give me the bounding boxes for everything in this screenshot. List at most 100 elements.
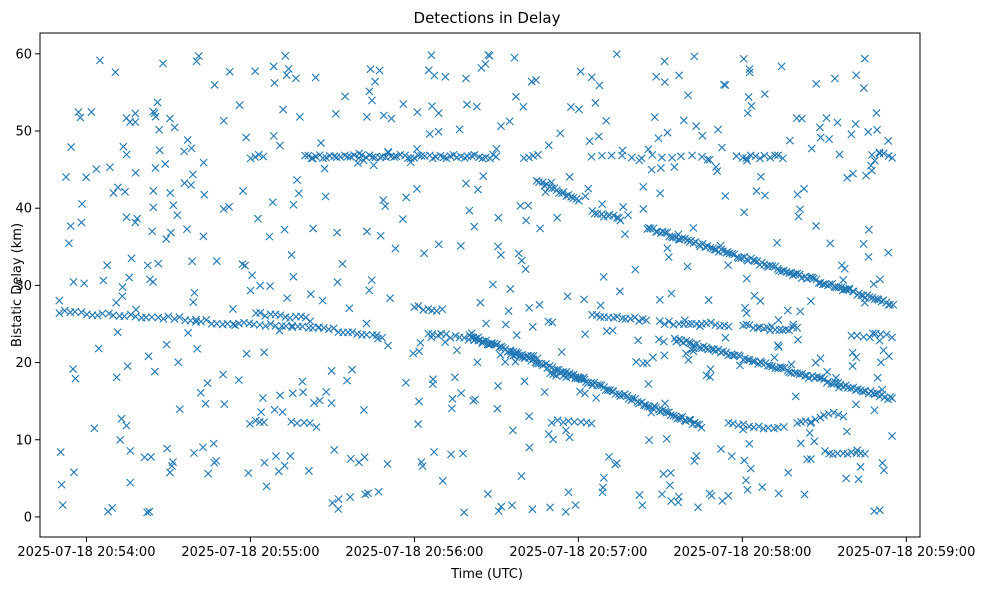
data-point-937 xyxy=(74,108,83,117)
data-point-1202 xyxy=(269,62,278,71)
data-point-1120 xyxy=(374,487,383,496)
data-point-714 xyxy=(132,305,140,314)
data-point-1164 xyxy=(310,398,319,407)
data-point-1222 xyxy=(656,189,665,198)
data-point-897 xyxy=(371,77,380,86)
data-point-830 xyxy=(660,351,669,360)
data-point-692 xyxy=(365,286,374,295)
data-point-728 xyxy=(576,387,585,396)
data-point-1144 xyxy=(565,172,574,181)
data-point-784 xyxy=(434,109,443,118)
data-point-1078 xyxy=(121,187,130,196)
data-point-910 xyxy=(283,294,292,303)
data-point-454 xyxy=(816,278,825,287)
data-point-1099 xyxy=(687,345,696,354)
data-point-699 xyxy=(703,155,712,164)
data-point-1220 xyxy=(713,125,722,134)
data-point-1119 xyxy=(334,495,343,504)
data-point-487 xyxy=(532,176,541,185)
data-point-64 xyxy=(324,325,333,334)
data-point-983 xyxy=(566,103,575,111)
data-point-1228 xyxy=(76,113,85,122)
data-point-781 xyxy=(512,331,521,340)
data-point-1162 xyxy=(355,149,364,158)
data-point-384 xyxy=(658,227,667,236)
data-point-912 xyxy=(479,172,488,181)
data-point-170 xyxy=(616,392,625,401)
data-point-676 xyxy=(665,481,674,490)
data-point-828 xyxy=(334,505,343,514)
data-point-806 xyxy=(745,65,754,74)
data-point-965 xyxy=(760,191,769,200)
data-point-1197 xyxy=(581,192,590,201)
data-point-793 xyxy=(739,54,748,63)
data-point-1244 xyxy=(758,483,767,492)
data-point-736 xyxy=(203,379,212,388)
data-point-1161 xyxy=(859,239,868,248)
data-point-915 xyxy=(724,261,733,270)
data-point-326 xyxy=(765,361,774,370)
data-point-1159 xyxy=(412,145,421,153)
data-point-1122 xyxy=(434,127,443,136)
data-point-813 xyxy=(859,84,868,93)
data-point-680 xyxy=(414,420,423,429)
data-point-1208 xyxy=(269,131,278,140)
data-point-1230 xyxy=(541,188,550,197)
data-point-881 xyxy=(253,214,262,223)
data-point-499 xyxy=(562,191,571,200)
data-point-894 xyxy=(830,74,839,83)
data-point-731 xyxy=(295,112,304,121)
data-point-807 xyxy=(675,71,684,80)
data-point-1079 xyxy=(525,412,534,421)
data-point-635 xyxy=(293,419,301,428)
data-point-956 xyxy=(427,51,436,60)
y-axis: 0 10 20 30 40 50 60 xyxy=(15,47,40,525)
data-point-541 xyxy=(570,417,579,426)
data-point-578 xyxy=(417,151,426,160)
data-point-673 xyxy=(122,421,131,430)
data-point-1245 xyxy=(327,366,336,375)
data-point-1141 xyxy=(193,344,202,353)
data-point-914 xyxy=(151,163,160,172)
data-point-625 xyxy=(778,154,787,163)
data-point-1046 xyxy=(398,215,407,224)
data-point-1056 xyxy=(103,261,112,270)
data-point-522 xyxy=(527,351,536,360)
data-point-1021 xyxy=(348,365,357,374)
data-point-389 xyxy=(669,233,677,242)
data-point-888 xyxy=(118,283,127,292)
data-point-729 xyxy=(516,201,525,210)
data-point-1024 xyxy=(718,496,727,505)
data-point-832 xyxy=(815,123,824,132)
y-tick-label-1: 10 xyxy=(15,433,32,448)
data-point-840 xyxy=(595,81,604,90)
data-point-720 xyxy=(438,476,447,485)
x-tick-label-1: 2025-07-18 20:55:00 xyxy=(181,545,319,560)
data-point-651 xyxy=(659,469,668,478)
data-point-885 xyxy=(312,423,321,432)
data-point-1246 xyxy=(166,468,175,477)
data-point-689 xyxy=(456,241,465,250)
data-point-1180 xyxy=(492,144,501,153)
data-point-645 xyxy=(888,333,897,342)
data-point-674 xyxy=(842,427,851,436)
data-point-46 xyxy=(298,322,307,331)
data-point-1027 xyxy=(187,181,196,189)
data-point-622 xyxy=(766,153,775,162)
data-point-601 xyxy=(524,153,533,162)
data-point-825 xyxy=(455,125,464,134)
data-point-1238 xyxy=(810,437,819,446)
data-point-1233 xyxy=(727,452,736,461)
data-point-442 xyxy=(788,271,797,280)
data-point-1131 xyxy=(645,436,654,445)
data-point-842 xyxy=(664,253,673,262)
data-point-629 xyxy=(259,152,268,161)
data-point-585 xyxy=(442,154,451,163)
data-point-1075 xyxy=(739,425,748,434)
data-point-875 xyxy=(361,490,370,499)
data-point-40 xyxy=(266,319,275,328)
data-point-841 xyxy=(219,205,228,214)
data-point-1175 xyxy=(168,458,177,467)
data-point-878 xyxy=(496,350,505,359)
data-point-967 xyxy=(338,259,347,268)
